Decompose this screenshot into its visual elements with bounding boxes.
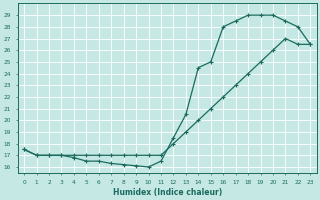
X-axis label: Humidex (Indice chaleur): Humidex (Indice chaleur)	[113, 188, 222, 197]
